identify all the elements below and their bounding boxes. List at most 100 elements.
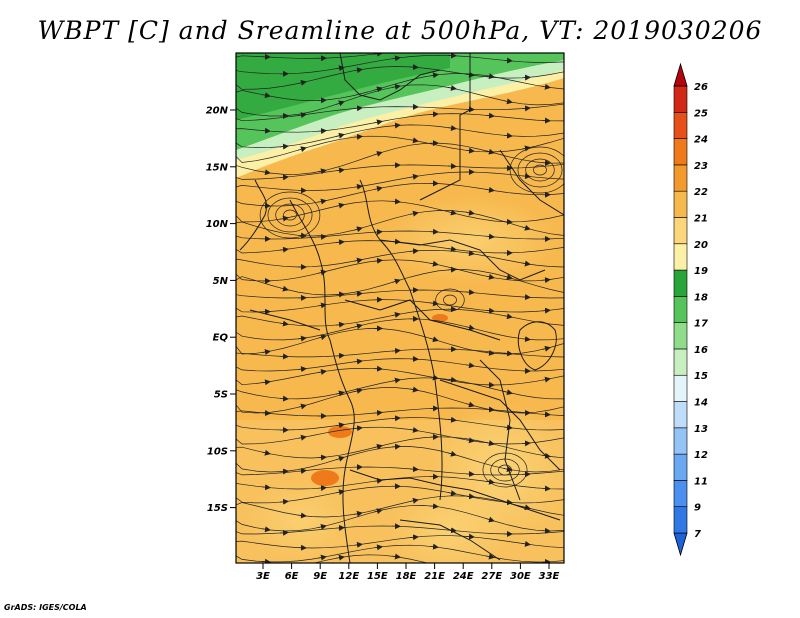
streamline-eddy	[435, 288, 465, 312]
streamline-arrow	[261, 92, 271, 99]
streamline-arrow	[430, 46, 436, 47]
streamline-arrow	[279, 174, 289, 181]
streamline-arrow	[317, 168, 327, 175]
streamline-arrow	[485, 273, 495, 280]
streamline-arrow	[447, 450, 457, 457]
streamline	[236, 358, 564, 372]
streamline-arrow	[335, 422, 345, 429]
streamline-arrow	[447, 416, 457, 423]
country-borders	[239, 53, 564, 563]
streamline-arrow	[541, 452, 551, 459]
streamline-arrow	[409, 426, 419, 433]
streamline-arrow	[409, 466, 419, 473]
streamline-arrow	[541, 83, 551, 90]
colorbar-swatch	[673, 480, 688, 508]
lat-label: 15S	[207, 503, 228, 514]
streamline-arrow	[409, 137, 419, 144]
streamline-arrow	[521, 224, 531, 231]
streamline-arrow	[279, 498, 289, 505]
colorbar-label: 12	[694, 450, 708, 461]
streamline-arrow	[335, 100, 345, 107]
colorbar-label: 15	[694, 371, 708, 382]
streamline-arrow	[335, 390, 345, 397]
lat-label: 15N	[206, 162, 229, 173]
streamline-arrow	[353, 425, 363, 432]
streamline-arrow	[521, 540, 531, 547]
streamline	[236, 142, 564, 175]
streamline-arrow	[353, 133, 363, 140]
streamline-arrow	[541, 307, 551, 314]
colorbar-swatch	[673, 85, 688, 113]
streamline-arrow	[317, 198, 327, 205]
colorbar-label: 14	[694, 398, 708, 409]
streamline-arrow	[465, 209, 475, 216]
streamline-arrow	[485, 112, 495, 119]
lon-label: 33E	[539, 571, 560, 582]
streamline-eddy	[283, 209, 297, 221]
streamline-arrow	[335, 554, 345, 561]
colorbar-swatch	[673, 401, 688, 429]
streamline	[236, 135, 564, 163]
streamline	[236, 210, 564, 237]
colorbar-swatch	[673, 164, 688, 192]
streamline-arrow	[485, 307, 495, 314]
streamline-arrow	[373, 477, 383, 484]
streamline-arrow	[429, 336, 439, 343]
streamline-arrow	[335, 65, 345, 72]
map-field	[236, 46, 564, 563]
colorbar-swatch	[673, 138, 688, 166]
streamline	[236, 103, 564, 122]
streamline-arrow	[317, 128, 327, 135]
colorbar-label: 9	[694, 503, 701, 514]
streamline-arrow	[317, 302, 327, 309]
streamline-arrow	[521, 504, 531, 511]
streamline-arrow	[503, 57, 513, 64]
streamline-arrow	[391, 553, 401, 560]
streamline	[236, 113, 564, 133]
streamline-eddy	[509, 146, 564, 194]
colorbar-label: 24	[694, 135, 708, 146]
streamline-arrow	[485, 148, 495, 155]
lon-label: 12E	[338, 571, 359, 582]
wbpt-fill-23-a	[328, 426, 352, 438]
streamline-arrow	[279, 143, 289, 150]
wbpt-fill-18-dark	[236, 53, 450, 120]
streamline-eddy	[533, 164, 547, 176]
streamline-arrow	[335, 321, 345, 328]
streamline	[236, 367, 564, 386]
streamline-arrow	[261, 526, 271, 533]
colorbar-label: 26	[694, 82, 708, 93]
streamline-arrow	[335, 167, 345, 174]
colorbar-swatch	[673, 296, 688, 323]
lat-label: 10S	[207, 446, 228, 457]
streamline-arrow	[465, 362, 475, 369]
streamline-eddy	[482, 452, 528, 488]
streamline-arrow	[485, 349, 495, 356]
streamline-arrow	[447, 125, 457, 131]
streamline	[236, 426, 564, 445]
streamline-arrow	[521, 260, 531, 267]
streamline-arrow	[391, 312, 401, 318]
streamline-arrow	[317, 233, 327, 240]
colorbar-label: 17	[694, 319, 708, 330]
streamline	[236, 249, 564, 268]
streamline-arrow	[541, 277, 551, 284]
streamline-arrow	[353, 541, 363, 548]
streamline-arrow	[353, 105, 363, 112]
colorbar-swatch	[673, 322, 688, 350]
streamlines	[236, 46, 564, 563]
streamline-arrow	[353, 290, 363, 297]
lat-label: 10N	[206, 219, 229, 230]
streamline-arrow	[391, 122, 401, 129]
colorbar-swatch	[673, 374, 688, 402]
streamline-arrow	[261, 484, 271, 491]
streamline	[236, 318, 564, 341]
streamline	[236, 299, 564, 313]
streamline-arrow	[521, 145, 531, 152]
streamline-arrow	[317, 524, 327, 530]
streamline-arrow	[261, 169, 271, 176]
streamline-arrow	[373, 508, 383, 515]
lon-label: 27E	[481, 571, 502, 582]
colorbar-label: 13	[694, 424, 708, 435]
streamline-arrow	[521, 173, 531, 180]
